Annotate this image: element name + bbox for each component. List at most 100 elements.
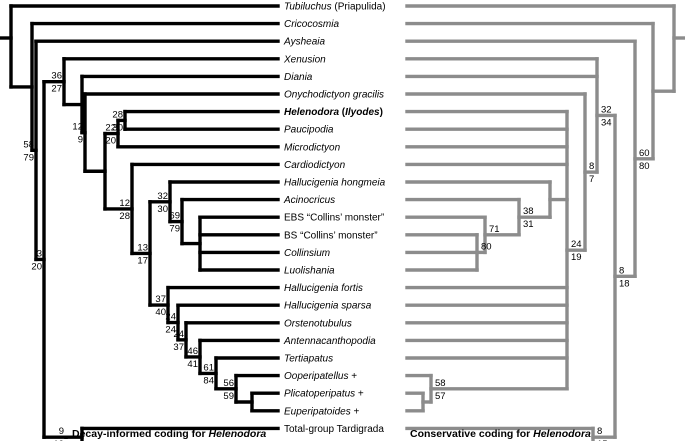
support-value: 28: [119, 211, 130, 222]
taxon-label-part: (Priapulida): [332, 2, 386, 13]
support-value: 31: [523, 219, 534, 230]
taxon-label-part: (: [339, 107, 346, 118]
left-tree-branches: [0, 4, 280, 441]
support-value: 9: [78, 135, 83, 146]
taxon-label-helenodora: Helenodora (Ilyodes): [284, 107, 383, 118]
taxon-label-euperipatoides: Euperipatoides +: [284, 406, 359, 417]
taxon-label-part: Hallucigenia sparsa: [284, 301, 372, 312]
taxon-label-tertiapatus: Tertiapatus: [284, 354, 333, 365]
support-value: 58: [435, 378, 446, 389]
taxon-label-part: Orstenotubulus: [284, 318, 352, 329]
support-value: 12: [72, 122, 83, 133]
support-value: 79: [23, 152, 34, 163]
support-value: 13: [137, 242, 148, 253]
support-value: 41: [187, 359, 198, 370]
taxon-label-part: Plicatoperipatus: [284, 389, 355, 400]
left-caption: Decay-informed coding for Helenodora: [72, 428, 266, 440]
support-value: 8: [597, 426, 602, 437]
taxon-label-bs-collins: BS “Collins’ monster”: [284, 230, 378, 241]
taxon-label-part: Hallucigenia fortis: [284, 283, 363, 294]
support-value: 17: [137, 255, 148, 266]
taxon-label-acinocricus: Acinocricus: [283, 195, 335, 206]
taxon-label-onychodictyon: Onychodictyon gracilis: [284, 90, 384, 101]
support-value: 36: [51, 71, 62, 82]
taxon-labels: Tubiluchus (Priapulida) Cricocosmia Ayshea…: [283, 2, 386, 435]
support-value: 7: [589, 174, 594, 185]
right-caption: Conservative coding for Helenodora: [410, 428, 591, 440]
support-value: 24: [173, 329, 184, 340]
taxon-label-part: Diania: [284, 72, 313, 83]
taxon-label-part: Helenodora: [284, 107, 339, 118]
taxon-label-part: Cricocosmia: [284, 19, 339, 30]
taxon-label-part: ): [380, 107, 383, 118]
support-value: 37: [173, 342, 184, 353]
support-value: 24: [165, 325, 176, 336]
taxon-label-part: Euperipatoides: [284, 406, 351, 417]
taxon-label-collinsium: Collinsium: [284, 248, 330, 259]
taxon-label-part: Microdictyon: [284, 142, 341, 153]
taxon-label-part: Acinocricus: [283, 195, 335, 206]
taxon-label-plicatoperipatus: Plicatoperipatus +: [284, 389, 364, 400]
support-value: 57: [435, 391, 446, 402]
taxon-label-part: Paucipodia: [284, 125, 334, 136]
support-value: 9: [59, 426, 64, 437]
taxon-label-part: Onychodictyon gracilis: [284, 90, 384, 101]
support-value: 84: [203, 375, 214, 386]
right-tree-branches: [405, 4, 685, 441]
support-value: 38: [523, 206, 534, 217]
support-value: 61: [203, 362, 214, 373]
taxon-label-hallucigenia-sparsa: Hallucigenia sparsa: [284, 301, 372, 312]
taxon-label-part: BS “Collins’ monster”: [284, 230, 378, 241]
support-value: 18: [619, 278, 630, 289]
support-value: 80: [481, 241, 492, 252]
support-value: 19: [53, 439, 64, 441]
support-value: 28: [112, 109, 123, 120]
support-value: 58: [23, 139, 34, 150]
support-value: 30: [112, 122, 123, 133]
support-value: 8: [619, 265, 624, 276]
support-value: 80: [639, 161, 650, 172]
taxon-label-tubiluchus: Tubiluchus (Priapulida): [284, 2, 386, 13]
support-value: 60: [639, 148, 650, 159]
support-value: 32: [601, 104, 612, 115]
support-value: 3: [37, 248, 42, 259]
taxon-label-part: +: [348, 371, 357, 382]
taxon-label-antennacanthopodia: Antennacanthopodia: [283, 336, 376, 347]
taxon-label-orstenotubulus: Orstenotubulus: [284, 318, 352, 329]
support-value: 22: [105, 123, 116, 134]
taxon-label-part: Collinsium: [284, 248, 330, 259]
support-value: 19: [571, 252, 582, 263]
support-value: 40: [155, 307, 166, 318]
taxon-label-cricocosmia: Cricocosmia: [284, 19, 339, 30]
taxon-label-part: Cardiodictyon: [284, 160, 346, 171]
taxon-label-part: Tertiapatus: [284, 354, 333, 365]
taxon-label-part: Hallucigenia hongmeia: [284, 178, 386, 189]
support-value: 20: [31, 261, 42, 272]
support-value: 34: [601, 117, 612, 128]
taxon-label-cardiodictyon: Cardiodictyon: [284, 160, 346, 171]
taxon-label-hallucigenia-hongmeia: Hallucigenia hongmeia: [284, 178, 386, 189]
taxon-label-tg-tardigrada: Total-group Tardigrada: [284, 424, 384, 435]
taxon-label-hallucigenia-fortis: Hallucigenia fortis: [284, 283, 363, 294]
taxon-label-ooperipatellus: Ooperipatellus +: [284, 371, 357, 382]
taxon-label-paucipodia: Paucipodia: [284, 125, 334, 136]
support-value: 30: [157, 204, 168, 215]
support-value: 27: [51, 84, 62, 95]
taxon-label-part: Ooperipatellus: [284, 371, 348, 382]
taxon-label-microdictyon: Microdictyon: [284, 142, 341, 153]
taxon-label-xenusion: Xenusion: [283, 54, 326, 65]
taxon-label-part: Aysheaia: [283, 37, 325, 48]
taxon-label-part: Antennacanthopodia: [283, 336, 376, 347]
taxon-label-part: +: [355, 389, 364, 400]
support-value: 56: [223, 378, 234, 389]
support-value: 79: [169, 224, 180, 235]
taxon-label-luolishania: Luolishania: [284, 266, 335, 277]
taxon-label-part: Tubiluchus: [284, 2, 332, 13]
taxon-label-part: EBS “Collins’ monster”: [284, 213, 384, 224]
taxon-label-part: Xenusion: [283, 54, 326, 65]
support-value: 20: [105, 136, 116, 147]
taxon-label-diania: Diania: [284, 72, 313, 83]
taxon-label-part: Luolishania: [284, 266, 335, 277]
